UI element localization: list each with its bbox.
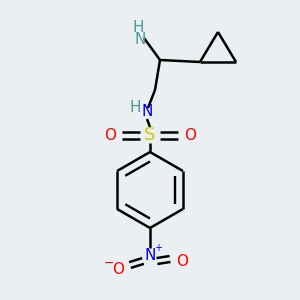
- Text: O: O: [104, 128, 116, 142]
- Text: H: H: [132, 20, 144, 35]
- Text: H: H: [129, 100, 141, 116]
- Text: +: +: [154, 243, 162, 253]
- Text: N: N: [144, 248, 156, 263]
- Text: S: S: [144, 126, 156, 144]
- Text: O: O: [112, 262, 124, 278]
- Text: N: N: [141, 104, 153, 119]
- Text: O: O: [176, 254, 188, 268]
- Text: N: N: [134, 32, 146, 47]
- Text: −: −: [104, 256, 114, 269]
- Text: O: O: [184, 128, 196, 142]
